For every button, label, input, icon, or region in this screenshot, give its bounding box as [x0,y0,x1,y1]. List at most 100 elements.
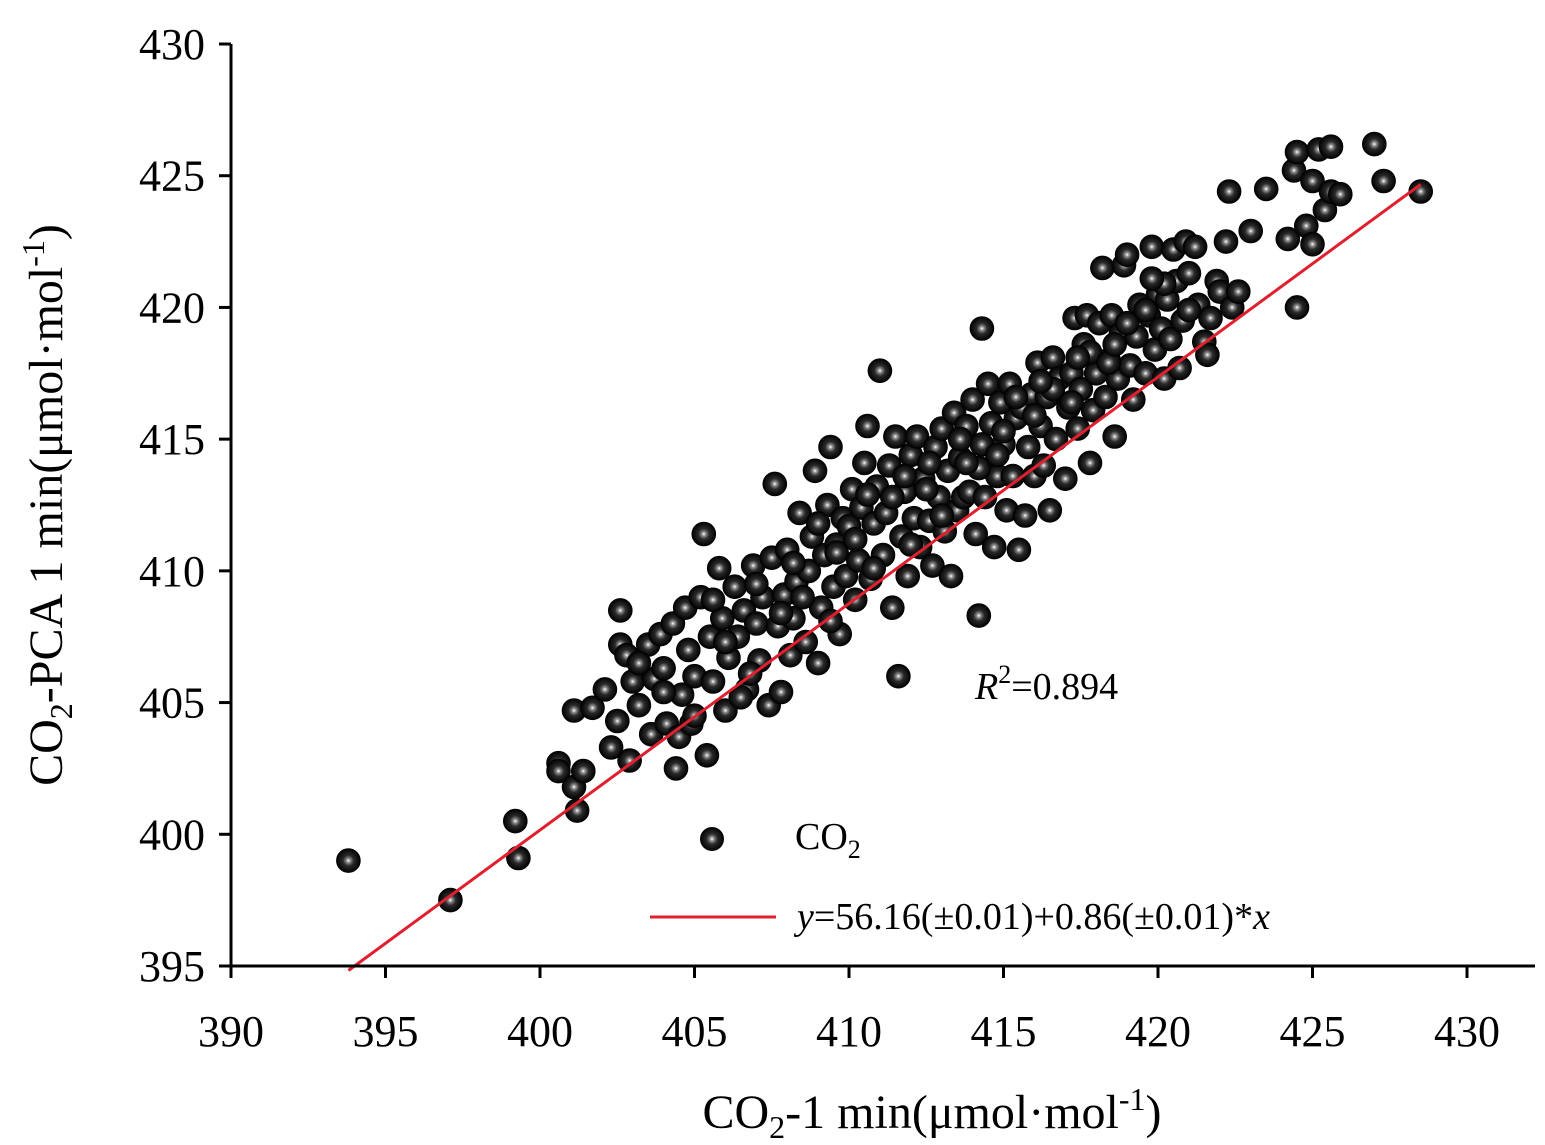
y-axis-title-sup: -1 [15,240,51,267]
data-point [728,684,754,710]
data-point [502,808,528,834]
data-point [1043,426,1069,452]
legend-label-fit-y: y [793,896,814,938]
legend-label-co2-sub: 2 [848,835,861,864]
x-tick-label: 405 [662,1007,728,1056]
data-point [966,603,992,628]
data-point [861,555,887,581]
y-axis-title-mid: -PCA 1 min(μmol·mol [20,267,73,703]
r-squared-var: R [974,666,998,708]
data-point [991,418,1016,444]
data-point [1040,345,1066,370]
data-point [570,758,596,784]
y-axis-title-sub: 2 [43,703,79,719]
data-point [336,848,361,873]
y-tick-label: 400 [139,810,205,859]
data-point [617,748,642,773]
data-point [929,503,955,528]
data-point [598,735,624,760]
x-tick-label: 390 [198,1007,264,1056]
data-point [1012,503,1038,528]
axes [229,44,1535,968]
data-point [1362,131,1387,157]
data-point [938,563,964,589]
legend-marker-co2 [700,827,724,851]
legend-label-co2-prefix: CO [795,816,848,858]
data-point [1114,242,1140,267]
data-point [1328,181,1353,207]
legend-label-co2: CO2 [795,816,861,864]
data-point [793,629,819,655]
x-axis-title: CO2-1 min(μmol·mol-1) [702,1081,1161,1145]
y-axis-title: CO2-PCA 1 min(μmol·mol-1) [15,224,79,786]
data-point [1318,134,1344,159]
data-point [1284,295,1310,320]
data-point [1300,231,1325,257]
x-axis-title-sup: -1 [1119,1081,1146,1117]
data-point [1015,434,1041,460]
data-point [1053,466,1078,492]
data-point [1139,266,1165,291]
data-point [1176,297,1202,323]
data-point [1216,179,1242,204]
data-point [1102,331,1127,357]
data-point [1139,234,1165,260]
data-point [762,471,788,497]
data-point [1167,355,1192,381]
data-point [675,637,701,663]
data-point [1158,326,1183,352]
data-point [1037,497,1063,523]
legend-label-fit: y=56.16(±0.01)+0.86(±0.01)*x [793,896,1270,938]
data-point [700,669,726,694]
data-point [790,584,815,610]
data-point [818,434,843,460]
data-point [651,655,676,681]
data-point [713,629,738,655]
data-point [607,598,633,623]
data-point [1133,297,1158,323]
data-point [706,555,732,581]
data-point [805,650,831,676]
data-point [1213,229,1239,254]
data-point [592,677,618,702]
data-point [781,550,806,576]
data-point [1195,342,1220,368]
x-axis-title-suffix: ) [1146,1086,1162,1139]
data-point [768,679,794,705]
legend-label-fit-eq: =56.16(±0.01)+0.86(±0.01)* [814,896,1253,938]
data-point [1006,537,1032,563]
data-point [743,571,769,597]
x-axis-title-mid: -1 min(μmol·mol [785,1086,1119,1139]
data-point [818,608,843,634]
data-point [626,650,652,676]
data-point [722,574,748,600]
y-tick-label: 395 [139,942,205,991]
data-point [1059,389,1084,415]
data-point [879,595,905,621]
data-point [1121,387,1146,412]
data-point [1176,260,1202,286]
data-point [691,521,717,547]
data-point [904,424,930,449]
data-point [580,695,605,721]
x-tick-label: 430 [1434,1007,1500,1056]
data-point [954,450,979,476]
x-axis-ticks: 390 395 400 405 410 415 420 425 430 [198,966,1500,1056]
data-point [787,500,812,526]
x-tick-label: 415 [971,1007,1037,1056]
y-axis-title-prefix: CO [20,719,73,786]
data-point [694,742,720,768]
data-point [1226,279,1251,304]
data-point [916,450,942,476]
legend-label-fit-x: x [1252,896,1270,938]
data-point [1090,255,1115,281]
data-point [852,450,877,476]
data-point [1102,424,1127,449]
legend: CO2 y=56.16(±0.01)+0.86(±0.01)*x [650,816,1270,938]
data-point [895,563,921,589]
data-point [1198,305,1223,331]
data-point [842,526,868,552]
data-point [1031,453,1056,478]
